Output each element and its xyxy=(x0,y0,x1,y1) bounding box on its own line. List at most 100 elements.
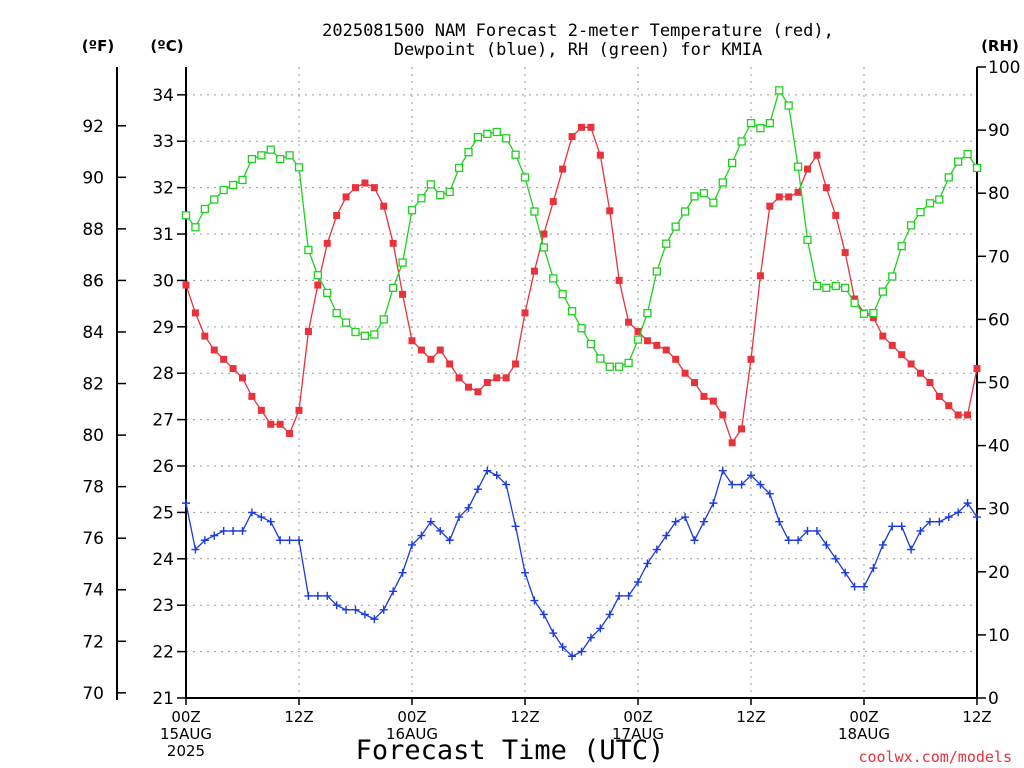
dewpoint-point xyxy=(577,647,586,656)
dewpoint-point xyxy=(511,522,520,531)
dewpoint-point xyxy=(634,578,642,587)
dewpoint-point xyxy=(389,587,398,596)
dewpoint-point xyxy=(238,526,247,535)
dewpoint-point xyxy=(596,624,605,633)
rh-point xyxy=(520,173,530,182)
series-dewpoint xyxy=(182,466,981,661)
fahrenheit-tick-label: 82 xyxy=(82,375,104,395)
temperature-point xyxy=(559,165,567,173)
rh-point xyxy=(680,207,690,216)
rh-tick-label: 100 xyxy=(988,58,1020,78)
rh-point xyxy=(690,192,699,201)
dewpoint-point xyxy=(709,499,718,508)
rh-point xyxy=(492,127,501,137)
temperature-point xyxy=(596,151,604,159)
rh-point xyxy=(831,281,840,291)
temperature-point xyxy=(804,165,811,173)
temperature-point xyxy=(465,383,472,391)
dewpoint-point xyxy=(831,554,840,563)
celsius-tick-label: 32 xyxy=(152,179,174,199)
dewpoint-point xyxy=(436,526,445,535)
temperature-point xyxy=(888,341,896,349)
dewpoint-point xyxy=(737,480,746,489)
dewpoint-point xyxy=(954,508,963,517)
temperature-point xyxy=(304,327,312,335)
temperature-point xyxy=(728,439,736,447)
dewpoint-point xyxy=(502,480,511,489)
fahrenheit-ticks: 70 72 74 76 78 80 82 84 86 88 90 92 xyxy=(82,117,126,704)
rh-point xyxy=(859,309,869,318)
rh-point xyxy=(379,315,388,324)
rh-point xyxy=(906,221,916,230)
temperature-point xyxy=(446,360,454,368)
fahrenheit-tick-label: 88 xyxy=(82,220,104,240)
dewpoint-point xyxy=(257,513,266,522)
rh-point xyxy=(313,271,322,280)
dewpoint-point xyxy=(925,517,934,526)
dewpoint-point xyxy=(728,480,737,489)
dewpoint-point xyxy=(907,545,916,554)
rh-point xyxy=(304,245,313,255)
rh-point xyxy=(841,283,850,293)
fahrenheit-tick-label: 74 xyxy=(82,581,104,601)
celsius-tick-label: 30 xyxy=(152,271,174,291)
credit-text: coolwx.com/models xyxy=(858,748,1012,766)
temperature-point xyxy=(191,309,199,317)
rh-point xyxy=(944,173,953,182)
rh-point xyxy=(238,175,247,185)
dewpoint-point xyxy=(869,564,878,573)
rh-point xyxy=(436,190,445,200)
celsius-ticks: 21 22 23 24 25 26 27 28 29 30 31 32 33 34 xyxy=(152,86,186,709)
fahrenheit-tick-label: 90 xyxy=(82,168,104,188)
rh-point xyxy=(822,283,831,293)
x-axis-label: Forecast Time (UTC) xyxy=(356,735,665,766)
rh-point xyxy=(718,178,727,187)
rh-point xyxy=(916,207,925,217)
temperature-point xyxy=(512,360,520,368)
temperature-point xyxy=(747,355,755,363)
time-tick-label: 00Z xyxy=(623,708,652,726)
temperature-point xyxy=(267,420,275,428)
rh-point xyxy=(671,222,680,231)
rh-point xyxy=(888,272,897,281)
rh-point xyxy=(473,132,483,142)
temperature-point xyxy=(568,133,576,141)
series-layer xyxy=(181,86,982,661)
time-tick-label: 12Z xyxy=(284,708,313,726)
dewpoint-point xyxy=(492,471,501,480)
dewpoint-point xyxy=(586,633,595,642)
rh-point xyxy=(181,211,191,220)
rh-point xyxy=(605,362,614,371)
rh-point xyxy=(228,180,238,190)
series-line-dewpoint xyxy=(185,469,978,657)
temperature-point xyxy=(399,290,407,298)
dewpoint-point xyxy=(473,485,482,494)
temperature-point xyxy=(380,202,388,210)
rh-point xyxy=(200,204,209,214)
rh-point xyxy=(567,307,577,316)
rh-point xyxy=(925,199,935,208)
dewpoint-point xyxy=(878,540,887,549)
time-tick-label: 12Z xyxy=(736,708,765,726)
rh-point xyxy=(266,145,275,154)
dewpoint-point xyxy=(756,480,765,489)
rh-point xyxy=(954,157,963,166)
temperature-point xyxy=(370,184,378,192)
temperature-point xyxy=(738,425,746,433)
temperature-point xyxy=(502,374,510,382)
rh-point xyxy=(247,154,257,164)
rh-point xyxy=(935,195,944,204)
time-tick-label: 16AUG xyxy=(386,725,438,743)
temperature-point xyxy=(794,188,802,196)
dewpoint-point xyxy=(765,489,774,498)
temperature-point xyxy=(917,369,924,377)
dewpoint-point xyxy=(370,615,379,624)
temperature-point xyxy=(954,411,962,419)
dewpoint-point xyxy=(295,536,303,545)
rh-point xyxy=(341,318,351,327)
rh-point xyxy=(878,287,887,296)
temperature-point xyxy=(643,337,651,345)
time-tick-label: 2025 xyxy=(167,742,205,760)
temperature-point xyxy=(841,249,849,257)
series-line-temperature xyxy=(185,126,978,445)
